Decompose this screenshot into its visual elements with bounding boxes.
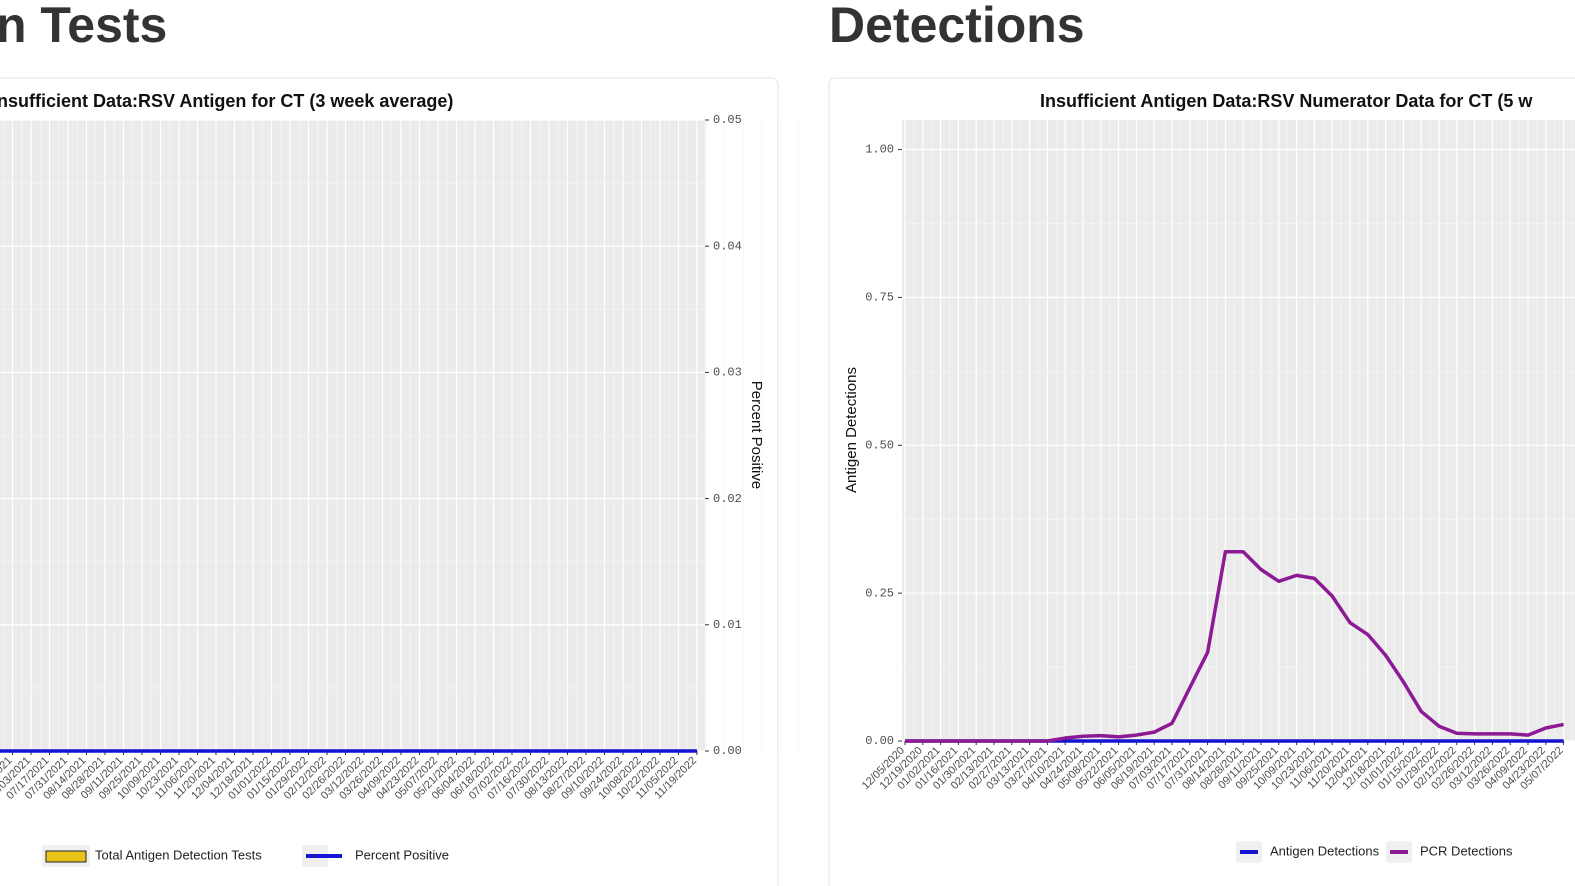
y-tick-label: 0.00 (865, 734, 894, 748)
y2-tick-label: 0.00 (713, 744, 742, 758)
legend-label: PCR Detections (1420, 843, 1513, 858)
y2-tick-label: 0.02 (713, 492, 742, 506)
y-tick-label: 0.75 (865, 291, 894, 305)
legend-label: Antigen Detections (1270, 843, 1380, 858)
y2-tick-label: 0.04 (713, 239, 742, 253)
chart-title: Insufficient Antigen Data:RSV Numerator … (1040, 91, 1533, 111)
legend-label: Percent Positive (355, 847, 449, 862)
legend-label: Total Antigen Detection Tests (95, 847, 262, 862)
y-tick-label: 0.25 (865, 586, 894, 600)
heading: n Tests (0, 0, 167, 53)
heading: Detections (829, 0, 1085, 53)
y-tick-label: 0.50 (865, 438, 894, 452)
series-line (905, 549, 1564, 743)
y2-tick-label: 0.01 (713, 618, 742, 632)
y2-tick-label: 0.05 (713, 113, 742, 127)
y2-tick-label: 0.03 (713, 366, 742, 380)
y-axis-label: Antigen Detections (843, 367, 860, 493)
legend-key (45, 850, 87, 863)
chart-title: nsufficient Data:RSV Antigen for CT (3 w… (0, 91, 453, 111)
y-tick-label: 1.00 (865, 143, 894, 157)
y2-axis-label: Percent Positive (748, 381, 765, 489)
